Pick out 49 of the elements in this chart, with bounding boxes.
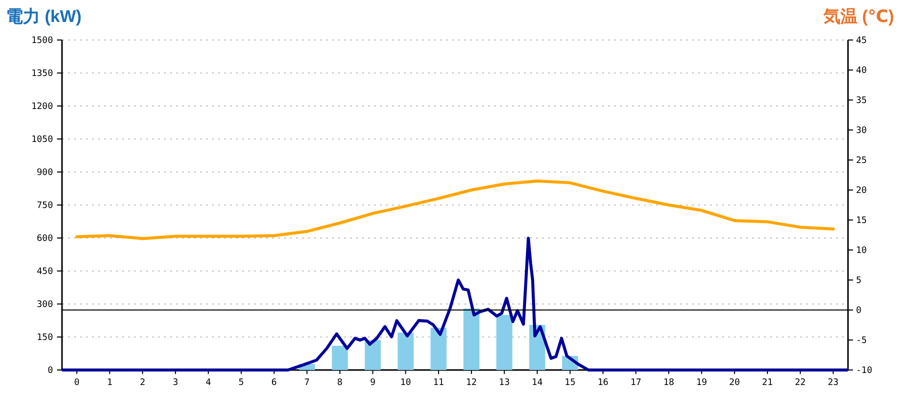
- x-tick-label: 9: [370, 378, 376, 388]
- x-tick-label: 15: [564, 378, 576, 388]
- x-tick-label: 3: [172, 378, 178, 388]
- y2-tick-label: -5: [856, 336, 867, 346]
- y2-tick-label: 20: [856, 186, 867, 196]
- y-axis-title: 電力 (kW): [6, 7, 82, 26]
- x-tick-label: 1: [106, 378, 112, 388]
- y2-tick-label: 30: [856, 126, 867, 136]
- y2-tick-label: 5: [856, 276, 862, 286]
- y-tick-label: 150: [36, 333, 53, 343]
- y2-axis-title: 気温 (℃): [822, 7, 894, 26]
- x-tick-label: 2: [140, 378, 146, 388]
- x-tick-label: 16: [598, 378, 608, 388]
- x-tick-label: 14: [532, 378, 543, 388]
- y2-tick-label: 10: [856, 246, 867, 256]
- y-tick-label: 1050: [31, 135, 53, 145]
- y2-tick-label: 35: [856, 96, 867, 106]
- y-tick-label: 0: [48, 366, 53, 376]
- y2-tick-label: -10: [856, 366, 872, 376]
- y-tick-label: 300: [36, 300, 53, 310]
- y-tick-label: 1350: [31, 69, 53, 79]
- x-tick-label: 8: [337, 378, 343, 388]
- x-tick-label: 4: [206, 378, 212, 388]
- y2-tick-label: 25: [856, 156, 867, 166]
- y-tick-label: 750: [36, 201, 53, 211]
- y-tick-label: 1200: [31, 102, 53, 112]
- y-tick-label: 450: [36, 267, 53, 277]
- y2-tick-label: 40: [856, 66, 867, 76]
- y-tick-label: 600: [36, 234, 53, 244]
- x-tick-label: 0: [74, 378, 80, 388]
- x-tick-label: 17: [630, 378, 642, 388]
- y-tick-label: 900: [36, 168, 53, 178]
- x-tick-label: 12: [466, 378, 477, 388]
- x-tick-label: 20: [729, 378, 740, 388]
- x-tick-label: 18: [663, 378, 674, 388]
- x-tick-label: 19: [696, 378, 708, 388]
- y-tick-label: 1500: [31, 36, 53, 46]
- x-tick-label: 6: [271, 378, 277, 388]
- y2-tick-label: 45: [856, 36, 867, 46]
- x-tick-label: 21: [762, 378, 773, 388]
- x-tick-label: 13: [498, 378, 510, 388]
- x-tick-label: 10: [400, 378, 412, 388]
- y2-tick-label: 0: [856, 306, 862, 316]
- x-tick-label: 5: [238, 378, 244, 388]
- y2-tick-label: 15: [856, 216, 867, 226]
- x-tick-label: 11: [433, 378, 444, 388]
- x-tick-label: 7: [304, 378, 310, 388]
- x-tick-label: 23: [828, 378, 839, 388]
- x-tick-label: 22: [794, 378, 806, 388]
